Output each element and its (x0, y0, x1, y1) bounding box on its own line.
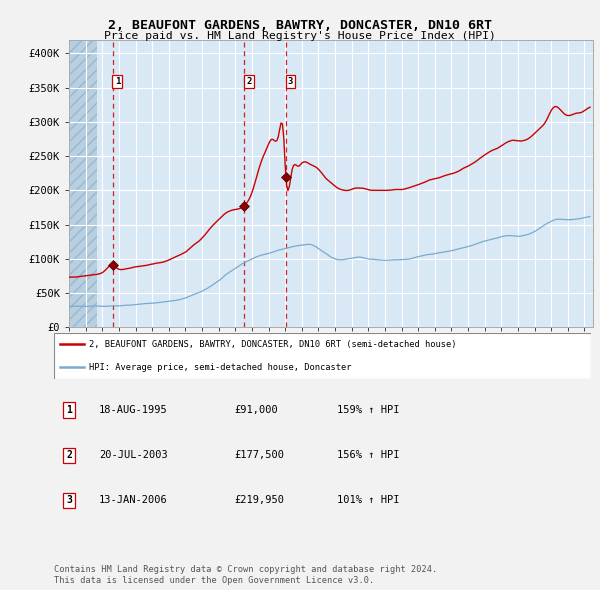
Text: 2: 2 (66, 451, 72, 460)
Text: £91,000: £91,000 (234, 405, 278, 415)
Text: 2, BEAUFONT GARDENS, BAWTRY, DONCASTER, DN10 6RT: 2, BEAUFONT GARDENS, BAWTRY, DONCASTER, … (108, 19, 492, 32)
Text: 2: 2 (247, 77, 252, 86)
Text: 1: 1 (66, 405, 72, 415)
Text: 3: 3 (288, 77, 293, 86)
Text: 1: 1 (115, 77, 120, 86)
Text: 13-JAN-2006: 13-JAN-2006 (99, 496, 168, 505)
Text: 101% ↑ HPI: 101% ↑ HPI (337, 496, 400, 505)
Text: 20-JUL-2003: 20-JUL-2003 (99, 451, 168, 460)
Text: HPI: Average price, semi-detached house, Doncaster: HPI: Average price, semi-detached house,… (89, 363, 352, 372)
Text: 2, BEAUFONT GARDENS, BAWTRY, DONCASTER, DN10 6RT (semi-detached house): 2, BEAUFONT GARDENS, BAWTRY, DONCASTER, … (89, 340, 457, 349)
Text: Price paid vs. HM Land Registry's House Price Index (HPI): Price paid vs. HM Land Registry's House … (104, 31, 496, 41)
Text: £219,950: £219,950 (234, 496, 284, 505)
Text: This data is licensed under the Open Government Licence v3.0.: This data is licensed under the Open Gov… (54, 576, 374, 585)
Text: 18-AUG-1995: 18-AUG-1995 (99, 405, 168, 415)
Text: Contains HM Land Registry data © Crown copyright and database right 2024.: Contains HM Land Registry data © Crown c… (54, 565, 437, 574)
Text: 156% ↑ HPI: 156% ↑ HPI (337, 451, 400, 460)
Text: 159% ↑ HPI: 159% ↑ HPI (337, 405, 400, 415)
Text: 3: 3 (66, 496, 72, 505)
Text: £177,500: £177,500 (234, 451, 284, 460)
